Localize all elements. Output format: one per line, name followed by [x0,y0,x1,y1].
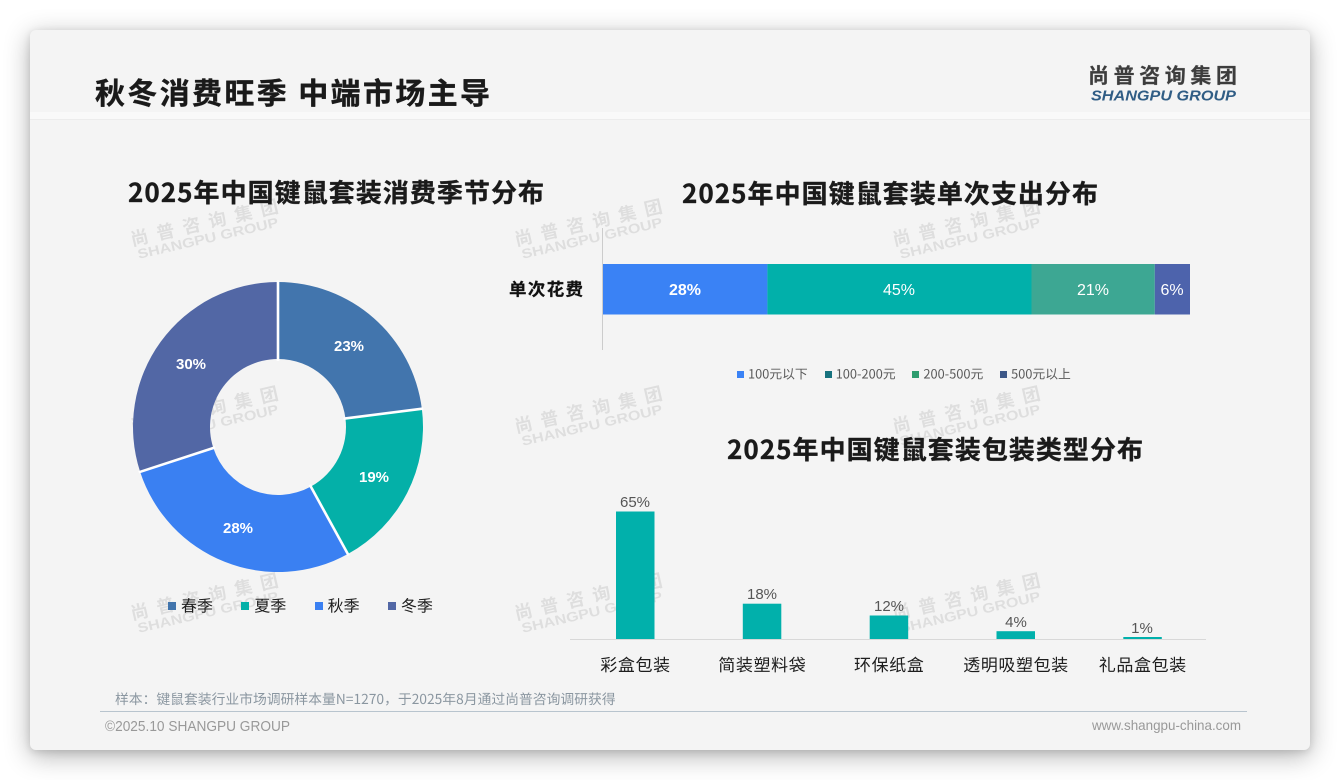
svg-text:1%: 1% [1131,620,1153,637]
svg-text:30%: 30% [176,356,206,373]
svg-text:www.shangpu-china.com: www.shangpu-china.com [1091,717,1241,733]
svg-text:18%: 18% [747,586,777,603]
svg-text:©2025.10 SHANGPU GROUP: ©2025.10 SHANGPU GROUP [105,719,290,735]
svg-text:19%: 19% [359,469,389,486]
svg-text:SHANGPU GROUP: SHANGPU GROUP [520,215,664,262]
svg-text:6%: 6% [1160,282,1183,299]
svg-text:SHANGPU GROUP: SHANGPU GROUP [136,215,280,262]
svg-text:21%: 21% [1077,282,1109,299]
svg-text:65%: 65% [620,494,650,511]
svg-text:45%: 45% [883,282,915,299]
svg-text:SHANGPU GROUP: SHANGPU GROUP [898,215,1042,262]
svg-text:SHANGPU GROUP: SHANGPU GROUP [1091,88,1237,105]
svg-text:28%: 28% [669,282,701,299]
svg-text:23%: 23% [334,338,364,355]
svg-text:12%: 12% [874,598,904,615]
svg-text:28%: 28% [223,520,253,537]
svg-text:4%: 4% [1005,614,1027,631]
svg-text:SHANGPU GROUP: SHANGPU GROUP [520,402,664,449]
